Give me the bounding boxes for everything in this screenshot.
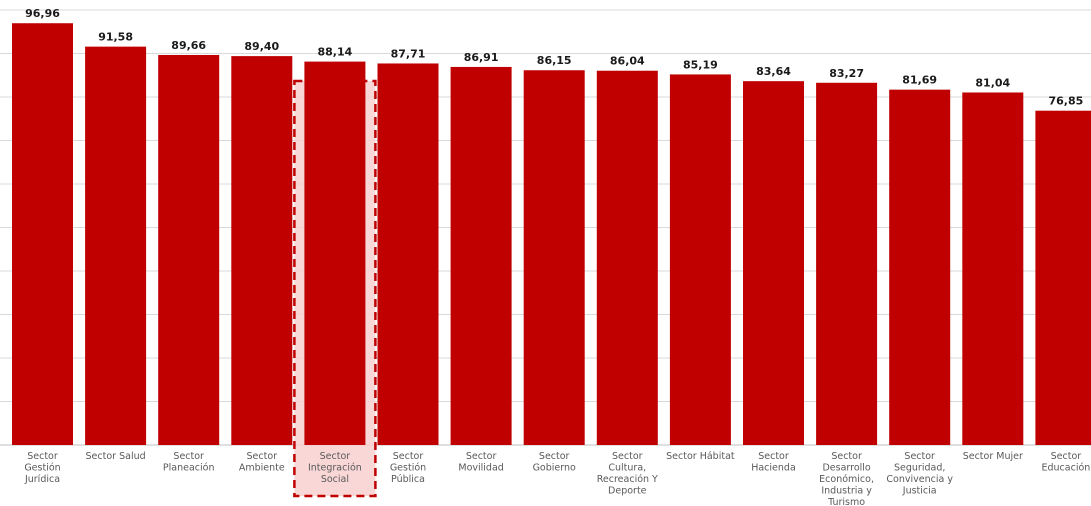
bar: [816, 82, 878, 445]
bar: [962, 92, 1024, 445]
value-label: 96,96: [25, 7, 60, 20]
value-label: 86,91: [464, 51, 499, 64]
bar: [669, 74, 731, 446]
category-label: Sector Mujer: [963, 451, 1023, 462]
value-label: 83,27: [829, 67, 864, 80]
bar: [889, 89, 951, 445]
value-label: 83,64: [756, 65, 791, 78]
bar: [12, 23, 73, 446]
bar: [377, 63, 439, 446]
category-label: Sector Integración Social: [308, 451, 362, 485]
bar: [85, 46, 147, 445]
category-label: Sector Salud: [86, 451, 146, 462]
bar: [450, 66, 512, 445]
bar: [523, 70, 585, 445]
category-label: Sector Seguridad, Convivencia y Justicia: [886, 451, 953, 497]
category-label: Sector Movilidad: [458, 451, 503, 474]
value-label: 89,66: [171, 39, 206, 52]
category-label: Sector Gestión Pública: [390, 451, 426, 485]
category-label: Sector Educación: [1042, 451, 1091, 474]
bar: [743, 81, 804, 445]
value-label: 81,04: [975, 76, 1010, 89]
value-label: 87,71: [391, 47, 426, 60]
category-label: Sector Gestión Jurídica: [24, 451, 61, 485]
bar: [231, 56, 293, 446]
category-label: Sector Desarrollo Económico, Industria y Tur…: [819, 451, 874, 506]
value-label: 91,58: [98, 31, 133, 44]
value-label: 86,04: [610, 55, 645, 68]
bar: [304, 61, 366, 445]
value-label: 76,85: [1049, 95, 1084, 108]
category-label: Sector Hábitat: [666, 451, 735, 462]
category-label: Sector Ambiente: [239, 451, 285, 474]
bar: [158, 54, 220, 445]
value-label: 86,15: [537, 54, 572, 67]
value-label: 85,19: [683, 58, 718, 71]
value-label: 89,40: [244, 40, 279, 53]
value-label: 81,69: [902, 74, 937, 87]
bar: [596, 70, 658, 445]
category-label: Sector Gobierno: [533, 451, 576, 474]
category-label: Sector Hacienda: [751, 451, 796, 474]
category-label: Sector Cultura, Recreación Y Deporte: [597, 451, 658, 497]
value-label: 88,14: [318, 46, 353, 59]
bar: [1035, 110, 1091, 445]
category-label: Sector Planeación: [163, 451, 215, 474]
bars: [12, 23, 1091, 446]
category-labels: Sector Gestión Jurídica Sector Salud Sector P…: [24, 451, 1090, 506]
value-labels: 96,96 91,58 89,66 89,40 88,14 87,71 86,91 86,15…: [25, 7, 1083, 107]
